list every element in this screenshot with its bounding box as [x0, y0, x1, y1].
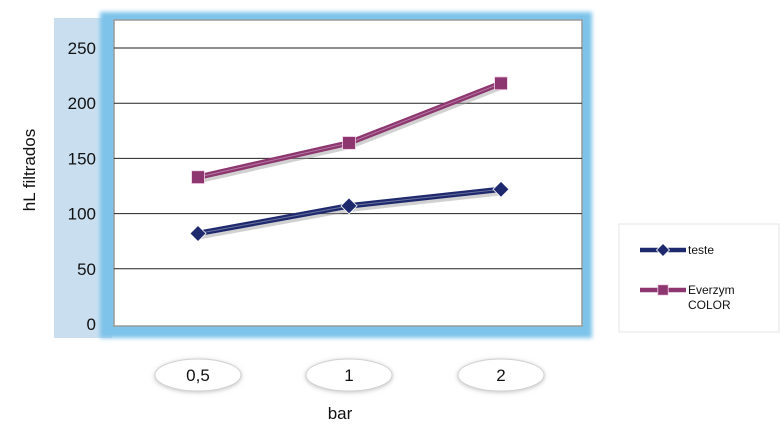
series-layer: [189, 76, 510, 243]
legend-label: Everzym COLOR: [688, 283, 735, 312]
x-axis-title: bar: [328, 404, 353, 423]
x-tick: 2: [457, 358, 545, 392]
x-tick-label: 1: [344, 366, 353, 385]
series-0: [189, 180, 510, 243]
x-tick-pill: [457, 358, 545, 392]
gridlines: [114, 47, 582, 270]
x-tick-pill: [305, 358, 393, 392]
y-axis-title: hL filtrados: [20, 129, 39, 212]
square-marker: [342, 136, 356, 150]
diamond-marker: [189, 224, 207, 243]
x-tick-label: 0,5: [186, 366, 210, 385]
square-marker: [657, 284, 669, 296]
legend-item: Everzym COLOR: [640, 283, 735, 312]
plot-area: [113, 19, 583, 327]
series-1: [191, 76, 508, 184]
legend: teste Everzym COLOR: [618, 223, 780, 333]
legend-label: teste: [688, 243, 714, 257]
diamond-marker: [655, 242, 671, 258]
diamond-marker: [492, 180, 510, 198]
x-tick: 0,5: [154, 358, 242, 392]
diamond-marker: [340, 197, 358, 215]
x-tick-label: 2: [496, 366, 505, 385]
y-tick-label: 100: [68, 205, 96, 224]
y-tick-label: 200: [68, 94, 96, 113]
legend-box: [618, 223, 780, 333]
x-tick-labels: 0,5 1 2: [154, 358, 545, 392]
y-tick-labels: 0 50 100 150 200 250: [68, 39, 96, 334]
y-tick-label: 50: [77, 260, 96, 279]
y-tick-label: 250: [68, 39, 96, 58]
x-tick: 1: [305, 358, 393, 392]
square-marker: [191, 170, 205, 184]
legend-item: teste: [640, 242, 714, 258]
y-tick-label: 0: [87, 315, 96, 334]
square-marker: [494, 76, 508, 91]
y-tick-label: 150: [68, 149, 96, 168]
x-tick-pill: [154, 358, 242, 392]
